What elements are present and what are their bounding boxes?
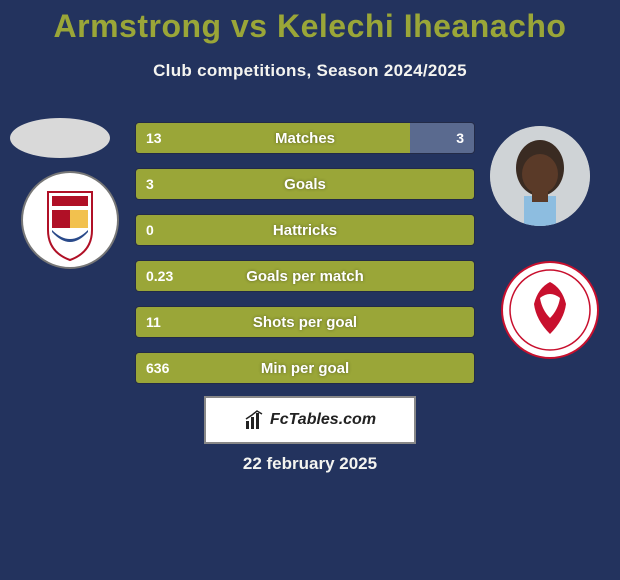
stat-row: Goals per match0.23 <box>135 260 475 292</box>
stat-label: Matches <box>136 123 474 153</box>
club-crest-right <box>500 260 600 360</box>
brand-footer: FcTables.com <box>204 396 416 444</box>
stat-label: Goals per match <box>136 261 474 291</box>
stat-value-right: 3 <box>456 123 464 153</box>
player-avatar-left <box>10 118 110 158</box>
stat-value-left: 0 <box>146 215 154 245</box>
stat-value-left: 11 <box>146 307 161 337</box>
title: Armstrong vs Kelechi Iheanacho <box>0 0 620 45</box>
stat-row: Hattricks0 <box>135 214 475 246</box>
brand-text: FcTables.com <box>270 411 376 429</box>
subtitle: Club competitions, Season 2024/2025 <box>0 61 620 81</box>
club-crest-left <box>20 170 120 270</box>
stat-row: Goals3 <box>135 168 475 200</box>
stat-row: Matches13 3 <box>135 122 475 154</box>
stat-row: Shots per goal11 <box>135 306 475 338</box>
stat-label: Shots per goal <box>136 307 474 337</box>
stat-row: Min per goal636 <box>135 352 475 384</box>
stat-label: Goals <box>136 169 474 199</box>
stat-value-left: 0.23 <box>146 261 173 291</box>
stat-value-left: 3 <box>146 169 154 199</box>
chart-icon <box>244 409 266 431</box>
date-label: 22 february 2025 <box>0 454 620 474</box>
stat-label: Min per goal <box>136 353 474 383</box>
stat-value-left: 636 <box>146 353 169 383</box>
stat-value-left: 13 <box>146 123 162 153</box>
comparison-card: Armstrong vs Kelechi Iheanacho Club comp… <box>0 0 620 580</box>
stat-label: Hattricks <box>136 215 474 245</box>
player-avatar-right <box>490 126 590 226</box>
stat-bars: Matches133Goals3Hattricks0Goals per matc… <box>135 122 475 398</box>
